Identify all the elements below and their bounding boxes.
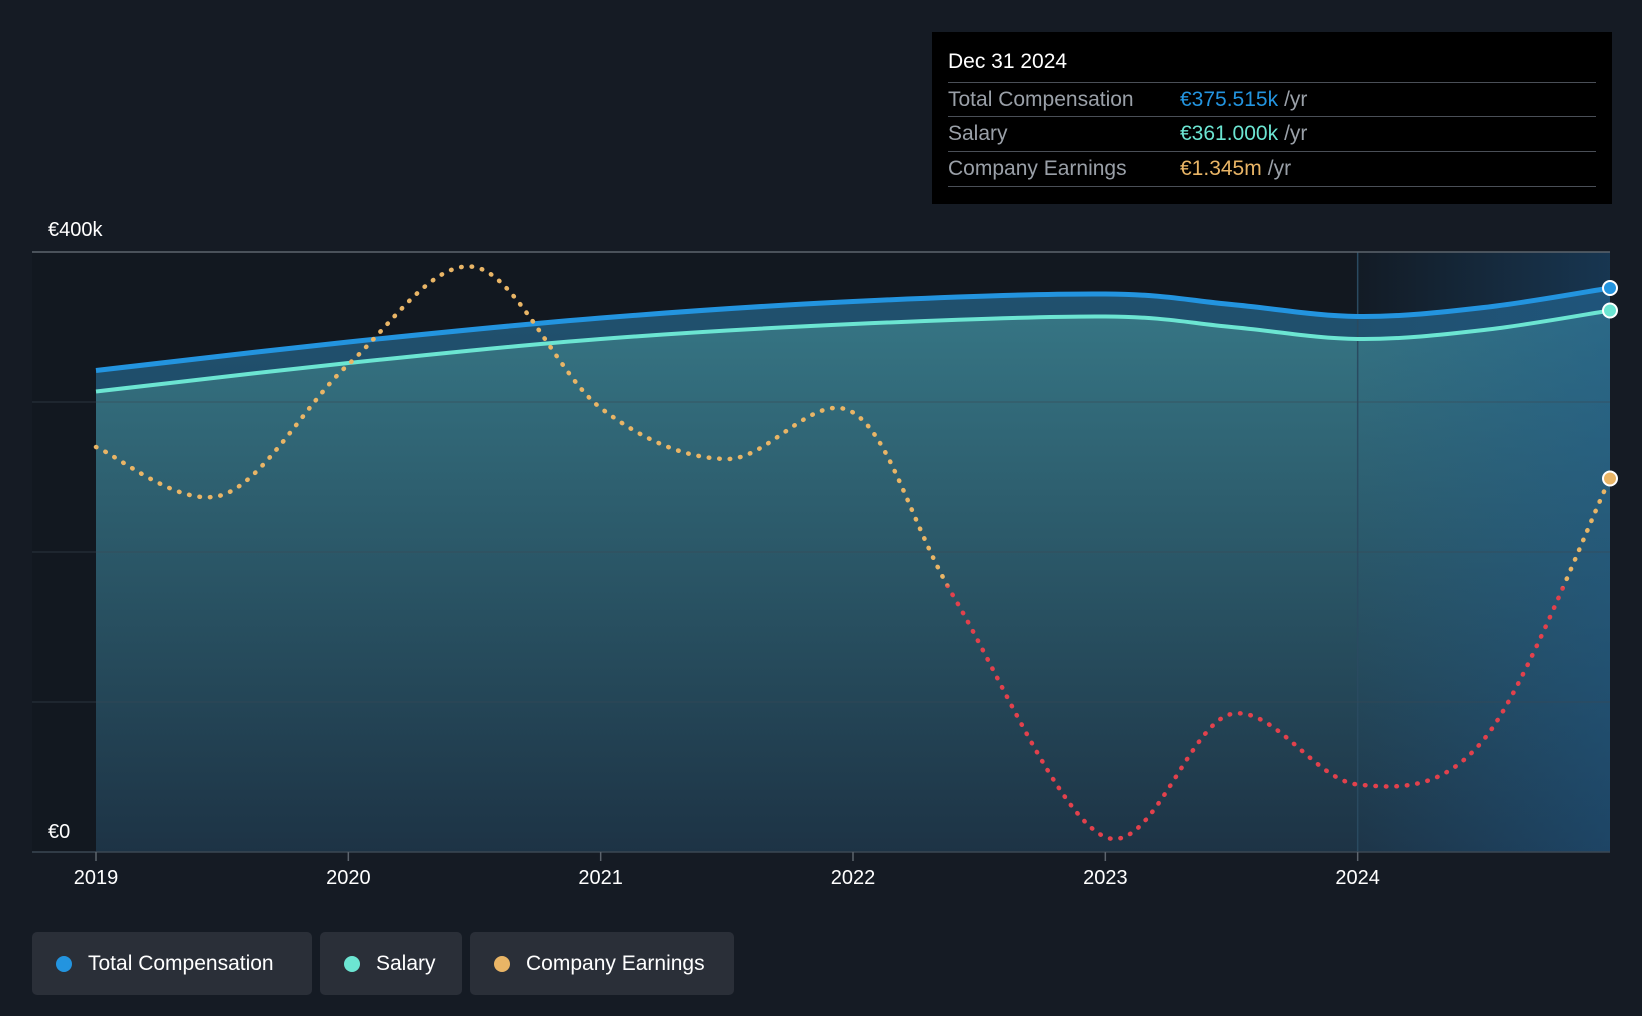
tooltip-unit: /yr	[1267, 157, 1292, 180]
tooltip-unit: /yr	[1284, 88, 1308, 111]
tooltip-value-wrap: €1.345m/yr	[1180, 157, 1291, 181]
x-tick-label: 2023	[1083, 867, 1128, 889]
end-marker-total-compensation	[1602, 280, 1618, 296]
tooltip-value: €375.515k	[1180, 88, 1279, 111]
tooltip-value: €361.000k	[1180, 122, 1279, 145]
y-tick-label-top: €400k	[48, 219, 103, 241]
tooltip-value-wrap: €361.000k/yr	[1180, 122, 1307, 146]
legend-label: Company Earnings	[526, 951, 705, 975]
compensation-area	[96, 288, 1610, 852]
legend-item-total-compensation[interactable]: Total Compensation	[32, 932, 312, 995]
x-tick-label: 2021	[578, 867, 623, 889]
legend-dot-icon	[344, 955, 360, 972]
series-line-total-compensation	[95, 285, 1611, 373]
tooltip-label: Company Earnings	[948, 157, 1127, 180]
legend-item-company-earnings[interactable]: Company Earnings	[470, 932, 734, 995]
tooltip-date: Dec 31 2024	[948, 50, 1068, 73]
series-line-company-earnings	[93, 264, 1613, 842]
legend-label: Salary	[376, 951, 436, 975]
end-marker-company-earnings	[1602, 470, 1618, 487]
tooltip-label: Total Compensation	[948, 88, 1134, 111]
y-tick-label-bottom: €0	[48, 821, 70, 843]
tooltip-value-wrap: €375.515k/yr	[1180, 88, 1307, 112]
tooltip-label: Salary	[948, 122, 1008, 145]
x-tick-label: 2020	[326, 867, 371, 889]
legend-dot-icon	[56, 955, 72, 972]
tooltip-unit: /yr	[1284, 122, 1308, 145]
x-tick-label: 2022	[831, 867, 876, 889]
bonus-band	[96, 288, 1610, 392]
x-tick-label: 2024	[1335, 867, 1380, 889]
tooltip-panel: Dec 31 2024 Total Compensation €375.515k…	[932, 32, 1612, 204]
tooltip-row-salary: Salary €361.000k/yr	[948, 116, 1596, 151]
tooltip-divider	[948, 186, 1596, 187]
series-line-salary	[95, 308, 1611, 394]
legend-item-salary[interactable]: Salary	[320, 932, 462, 995]
x-tick-label: 2019	[74, 867, 119, 889]
end-marker-salary	[1602, 302, 1618, 319]
tooltip-value: €1.345m	[1180, 157, 1262, 180]
tooltip-row-company-earnings: Company Earnings €1.345m/yr	[948, 151, 1596, 186]
legend-label: Total Compensation	[88, 951, 274, 975]
tooltip-row-total-compensation: Total Compensation €375.515k/yr	[948, 82, 1596, 117]
legend-dot-icon	[494, 955, 510, 972]
